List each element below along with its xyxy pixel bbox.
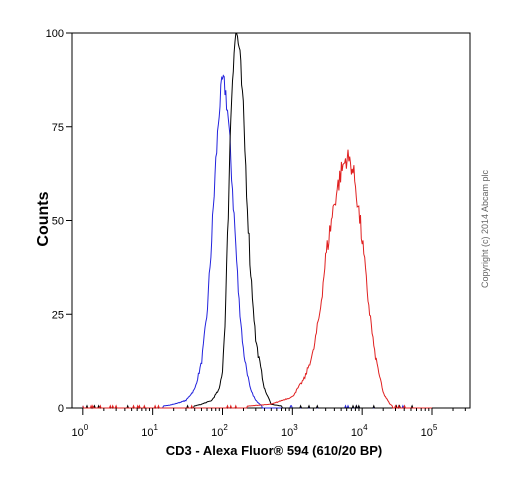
x-tick-label: 105: [421, 423, 438, 439]
x-tick-exponent: 2: [223, 423, 228, 432]
x-tick-exponent: 0: [84, 423, 89, 432]
y-tick-label: 75: [52, 122, 64, 134]
y-tick-label: 25: [52, 309, 64, 321]
x-axis: 100 101 102 103 104 105: [71, 408, 466, 439]
series-layer: [82, 32, 432, 410]
x-tick-exponent: 5: [433, 423, 438, 432]
y-tick-label: 50: [52, 216, 64, 228]
copyright-note: Copyright (c) 2014 Abcam plc: [480, 169, 490, 288]
series-line-3: [82, 149, 432, 410]
x-tick-base: 10: [281, 427, 293, 439]
x-tick-base: 10: [141, 427, 153, 439]
x-tick-base: 10: [351, 427, 363, 439]
x-axis-label: CD3 - Alexa Fluor® 594 (610/20 BP): [166, 443, 382, 458]
x-tick-base: 10: [421, 427, 433, 439]
y-axis-label: Counts: [35, 191, 52, 246]
x-tick-label: 102: [211, 423, 228, 439]
x-tick-label: 104: [351, 423, 368, 439]
x-tick-base: 10: [211, 427, 223, 439]
x-tick-label: 100: [71, 423, 88, 439]
x-tick-label: 101: [141, 423, 158, 439]
x-tick-base: 10: [71, 427, 83, 439]
x-tick-exponent: 3: [293, 423, 298, 432]
y-tick-label: 100: [46, 28, 64, 40]
y-tick-label: 0: [58, 403, 64, 415]
x-tick-exponent: 1: [154, 423, 159, 432]
y-axis: 0 25 50 75 100: [46, 28, 72, 415]
x-tick-exponent: 4: [363, 423, 368, 432]
x-tick-label: 103: [281, 423, 298, 439]
